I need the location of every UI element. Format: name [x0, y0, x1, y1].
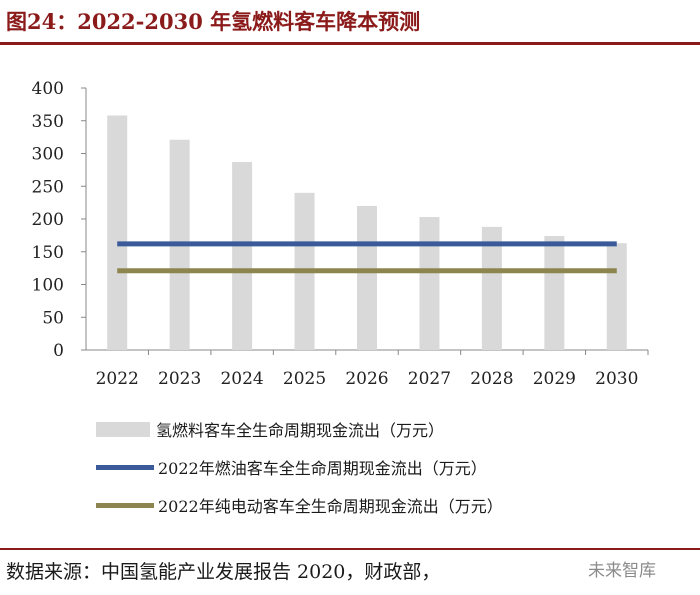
legend-label-fuel: 2022年燃油客车全生命周期现金流出（万元）	[158, 459, 487, 478]
footer-divider	[0, 548, 700, 550]
legend-label-electric: 2022年纯电动客车全生命周期现金流出（万元）	[158, 497, 503, 516]
x-tick-label: 2026	[345, 369, 388, 389]
bar-hydrogen-2024	[232, 162, 253, 350]
legend-swatch-fuel	[96, 464, 154, 470]
legend-swatch-hydrogen	[96, 421, 150, 437]
y-tick-label: 50	[42, 308, 64, 328]
y-tick-label: 150	[32, 243, 64, 263]
legend-swatch-electric	[96, 502, 154, 508]
bar-hydrogen-2026	[357, 205, 377, 350]
legend-item-electric: 2022年纯电动客车全生命周期现金流出（万元）	[96, 486, 503, 524]
bar-hydrogen-2030	[606, 243, 627, 350]
x-tick-label: 2027	[408, 369, 451, 389]
title-divider	[0, 42, 700, 45]
y-tick-label: 300	[32, 145, 64, 165]
y-tick-label: 200	[32, 210, 64, 230]
x-tick-label: 2030	[595, 369, 638, 389]
bar-hydrogen-2022	[107, 115, 128, 350]
x-tick-label: 2028	[470, 369, 513, 389]
legend-item-fuel: 2022年燃油客车全生命周期现金流出（万元）	[96, 448, 503, 486]
y-tick-label: 100	[32, 276, 64, 296]
y-tick-label: 400	[32, 79, 64, 99]
chart-legend: 氢燃料客车全生命周期现金流出（万元） 2022年燃油客车全生命周期现金流出（万元…	[96, 410, 503, 524]
legend-item-hydrogen: 氢燃料客车全生命周期现金流出（万元）	[96, 410, 503, 448]
x-tick-label: 2023	[158, 369, 201, 389]
y-tick-label: 250	[32, 177, 64, 197]
y-tick-label: 0	[53, 341, 64, 361]
legend-label-hydrogen: 氢燃料客车全生命周期现金流出（万元）	[156, 421, 445, 440]
bar-hydrogen-2027	[419, 217, 440, 350]
y-tick-label: 350	[32, 112, 64, 132]
x-tick-label: 2024	[220, 369, 263, 389]
bar-hydrogen-2029	[544, 236, 565, 350]
bar-hydrogen-2028	[481, 226, 502, 350]
source-note: 数据来源：中国氢能产业发展报告 2020，财政部，	[6, 561, 441, 583]
watermark: 未来智库	[588, 561, 656, 581]
chart-canvas: 0 50 100 150 200 250 300 350 400 2022 2023 2024 2025…	[32, 79, 649, 389]
x-tick-label: 2029	[533, 369, 576, 389]
x-tick-label: 2025	[283, 369, 326, 389]
x-tick-label: 2022	[96, 369, 139, 389]
figure-title: 图24：2022-2030 年氢燃料客车降本预测	[6, 9, 421, 34]
